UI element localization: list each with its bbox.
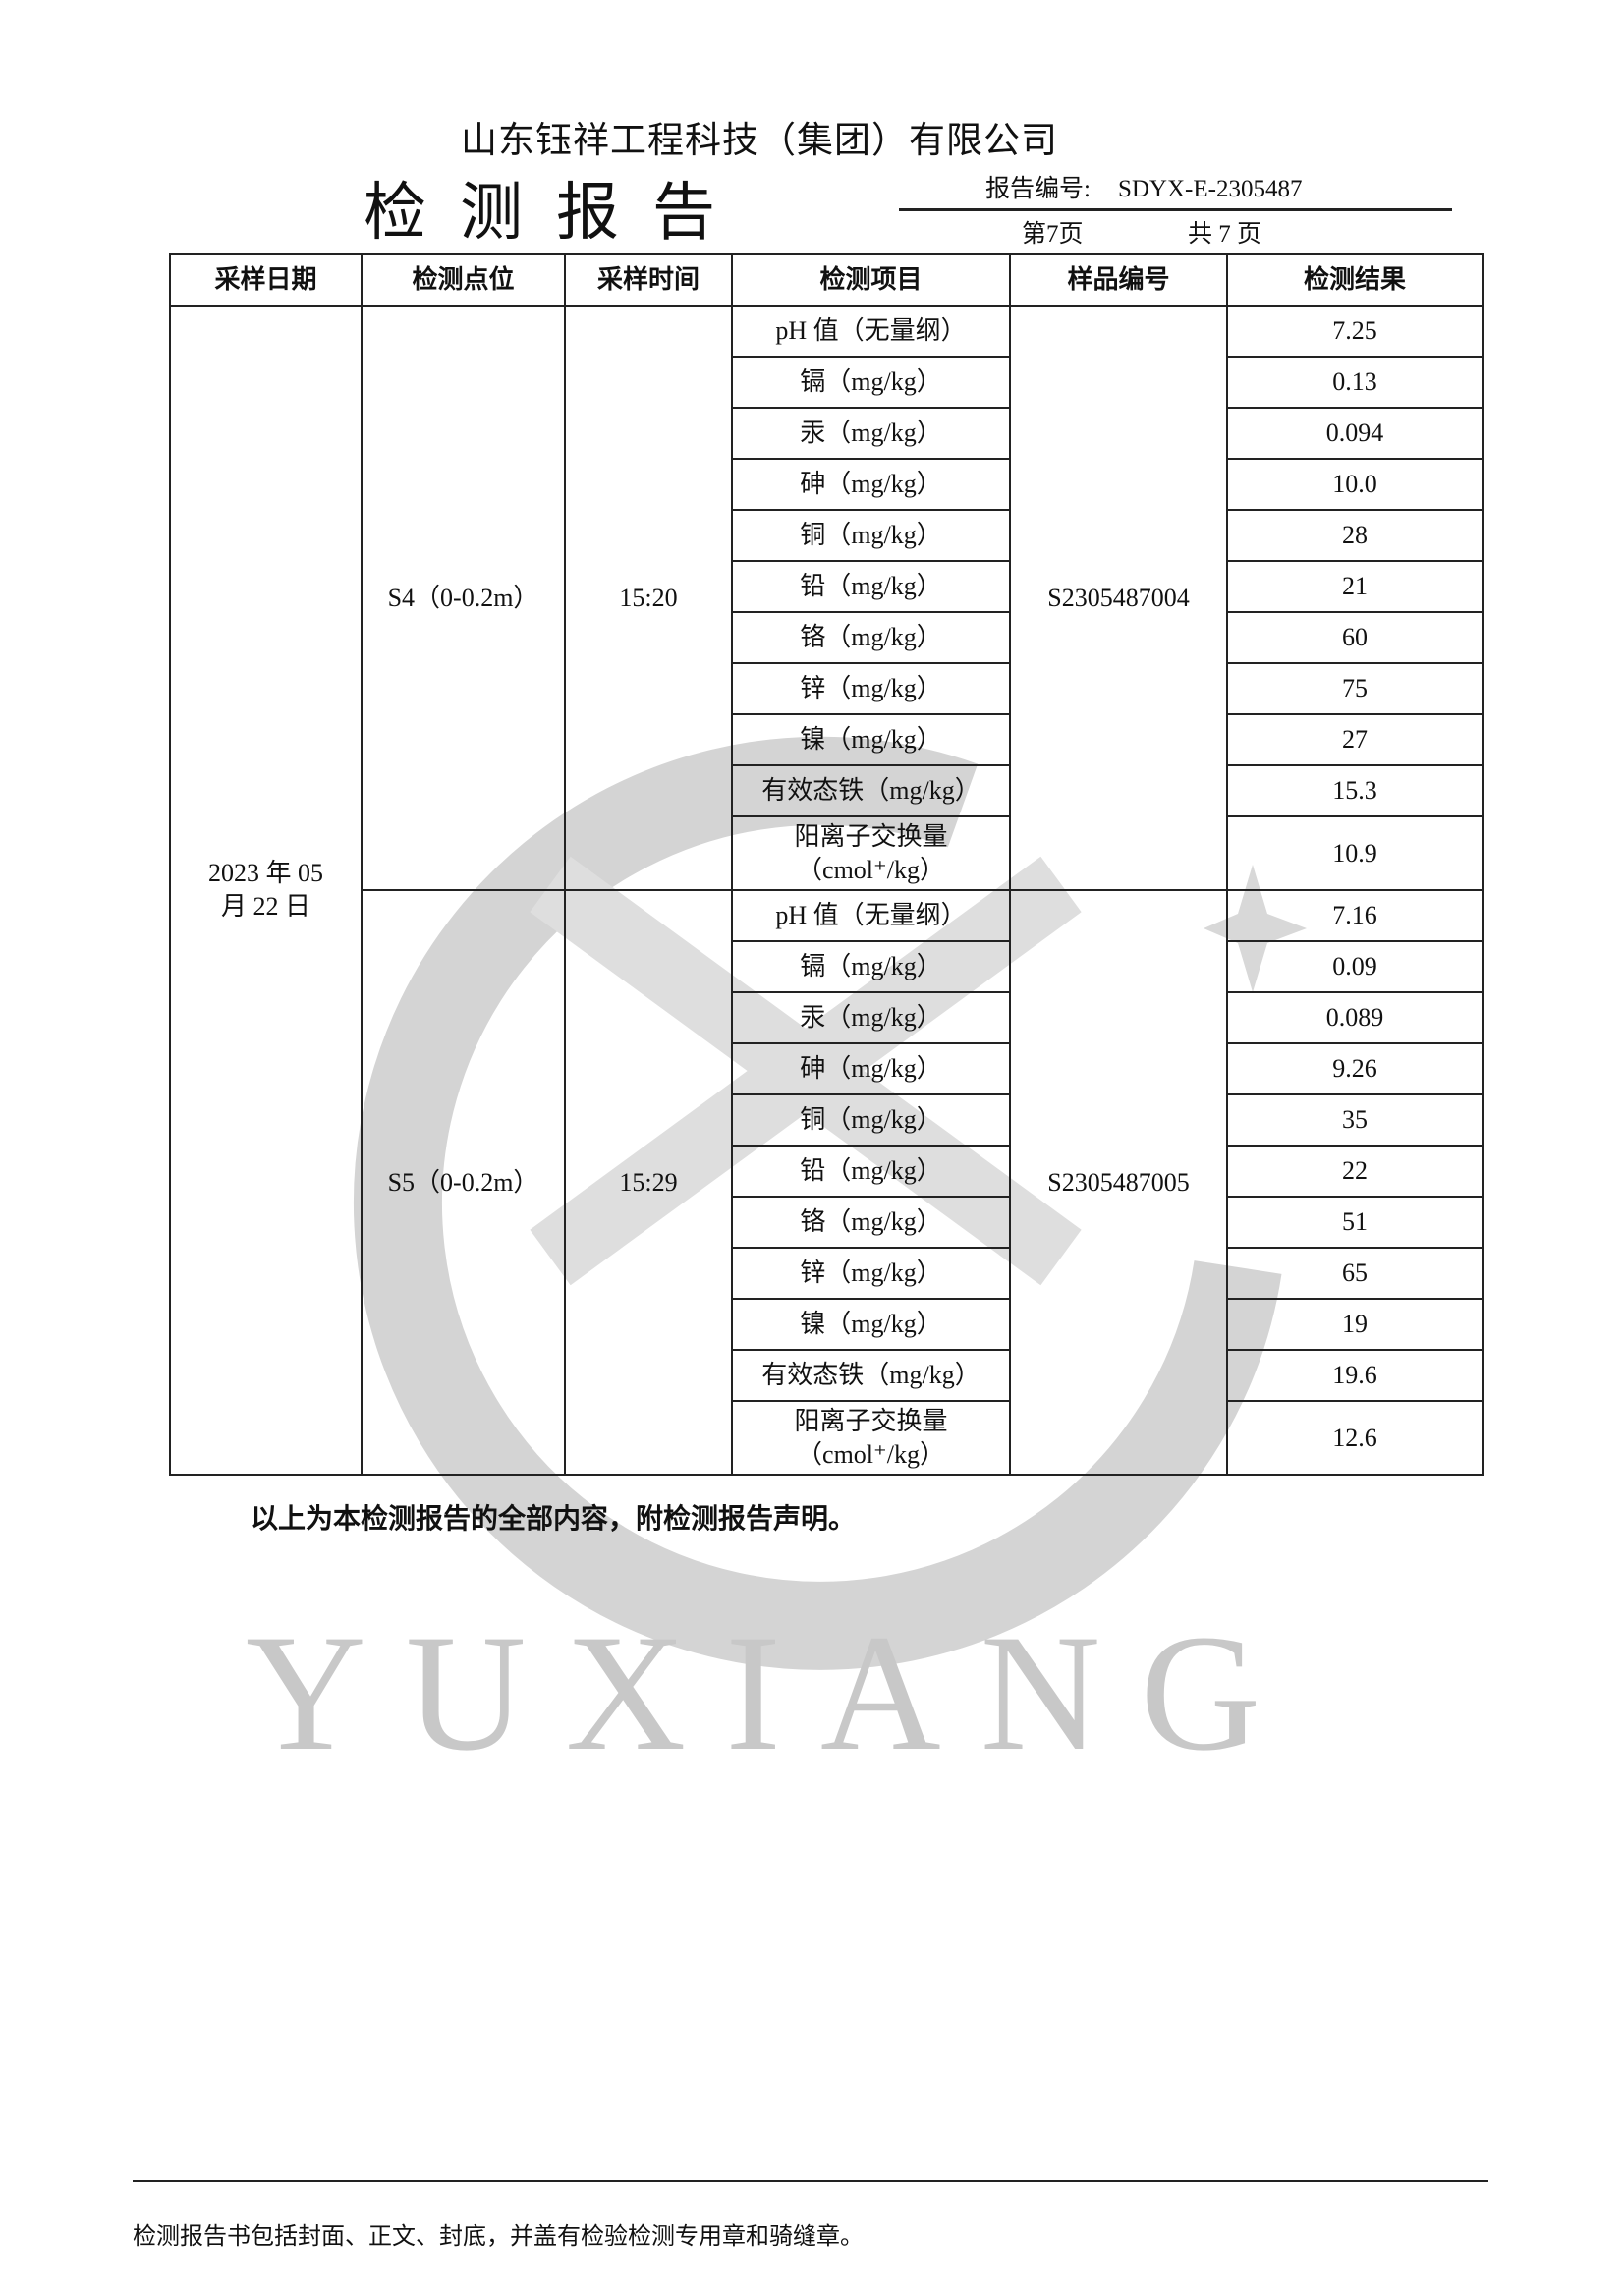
test-result-cell: 19 — [1226, 1298, 1484, 1351]
test-result-cell: 10.9 — [1226, 815, 1484, 891]
results-table: 采样日期 检测点位 采样时间 检测项目 样品编号 检测结果 2023 年 05 月 22 … — [169, 253, 1484, 1476]
sampling-point-cell: S5（0-0.2m） — [361, 889, 566, 1476]
sampling-point-cell: S4（0-0.2m） — [361, 305, 566, 891]
test-item-cell: 镉（mg/kg） — [731, 356, 1011, 409]
column-header: 样品编号 — [1009, 253, 1228, 307]
footer-rule — [133, 2180, 1488, 2182]
closing-statement: 以上为本检测报告的全部内容，附检测报告声明。 — [251, 1504, 857, 1535]
test-result-cell: 22 — [1226, 1145, 1484, 1198]
test-item-cell: 铜（mg/kg） — [731, 509, 1011, 562]
test-result-cell: 51 — [1226, 1196, 1484, 1249]
test-result-cell: 28 — [1226, 509, 1484, 562]
test-item-cell: 阳离子交换量（cmol⁺/kg） — [731, 815, 1011, 891]
test-result-cell: 10.0 — [1226, 458, 1484, 511]
test-result-cell: 0.13 — [1226, 356, 1484, 409]
test-result-cell: 60 — [1226, 611, 1484, 664]
test-result-cell: 9.26 — [1226, 1042, 1484, 1095]
table-row: 镉（mg/kg） 0.13 — [170, 356, 1484, 409]
test-result-cell: 0.089 — [1226, 991, 1484, 1044]
table-row: S5（0-0.2m） 15:29 pH 值（无量纲） S2305487005 7.16 — [170, 889, 1484, 1476]
table-row: 铅（mg/kg） 21 — [170, 560, 1484, 613]
test-result-cell: 15.3 — [1226, 764, 1484, 817]
test-result-cell: 19.6 — [1226, 1349, 1484, 1402]
column-header: 检测结果 — [1226, 253, 1484, 307]
test-result-cell: 27 — [1226, 713, 1484, 766]
test-item-cell: 砷（mg/kg） — [731, 1042, 1011, 1095]
sample-number-cell: S2305487004 — [1009, 305, 1228, 891]
header-rule — [899, 208, 1452, 211]
test-item-cell: 砷（mg/kg） — [731, 458, 1011, 511]
sampling-time-cell: 15:29 — [564, 889, 733, 1476]
test-result-cell: 12.6 — [1226, 1400, 1484, 1476]
table-row: 铬（mg/kg） 60 — [170, 611, 1484, 664]
page-total: 共 7 页 — [1188, 221, 1262, 248]
test-item-cell: 有效态铁（mg/kg） — [731, 764, 1011, 817]
sampling-date-cell: 2023 年 05 月 22 日 — [169, 305, 363, 1476]
sample-number-cell: S2305487005 — [1009, 889, 1228, 1476]
test-result-cell: 0.09 — [1226, 940, 1484, 993]
test-result-cell: 0.094 — [1226, 407, 1484, 460]
table-row: 汞（mg/kg） 0.094 — [170, 407, 1484, 460]
test-item-cell: 铬（mg/kg） — [731, 611, 1011, 664]
test-result-cell: 75 — [1226, 662, 1484, 715]
sampling-time-cell: 15:20 — [564, 305, 733, 891]
report-number: 报告编号: SDYX-E-2305487 — [985, 169, 1302, 204]
column-header: 检测点位 — [361, 253, 566, 307]
test-result-cell: 7.25 — [1226, 305, 1484, 358]
test-item-cell: pH 值（无量纲） — [731, 305, 1011, 358]
test-item-cell: 镉（mg/kg） — [731, 940, 1011, 993]
test-item-cell: 阳离子交换量（cmol⁺/kg） — [731, 1400, 1011, 1476]
table-row: 2023 年 05 月 22 日 S4（0-0.2m） 15:20 pH 值（无量纲）… — [169, 305, 1484, 1476]
report-number-value: SDYX-E-2305487 — [1117, 176, 1303, 202]
table-row: 砷（mg/kg） 10.0 — [170, 458, 1484, 511]
column-header: 采样日期 — [169, 253, 363, 307]
test-item-cell: 汞（mg/kg） — [731, 407, 1011, 460]
table-header-row: 采样日期 检测点位 采样时间 检测项目 样品编号 检测结果 — [169, 253, 1484, 307]
column-header: 采样时间 — [564, 253, 733, 307]
company-name: 山东钰祥工程科技（集团）有限公司 — [461, 121, 1058, 161]
watermark-text: YUXIANG — [246, 1600, 1300, 1785]
footer-note: 检测报告书包括封面、正文、封底，并盖有检验检测专用章和骑缝章。 — [133, 2224, 864, 2250]
test-item-cell: pH 值（无量纲） — [731, 889, 1011, 942]
test-item-cell: 锌（mg/kg） — [731, 1247, 1011, 1300]
report-number-label: 报告编号: — [985, 176, 1091, 202]
page-number: 第7页 — [1022, 221, 1084, 248]
column-header: 检测项目 — [731, 253, 1011, 307]
test-result-cell: 21 — [1226, 560, 1484, 613]
test-item-cell: 铬（mg/kg） — [731, 1196, 1011, 1249]
test-result-cell: 7.16 — [1226, 889, 1484, 942]
test-item-cell: 锌（mg/kg） — [731, 662, 1011, 715]
test-item-cell: 镍（mg/kg） — [731, 713, 1011, 766]
table-row: 铜（mg/kg） 28 — [170, 509, 1484, 562]
test-item-cell: 镍（mg/kg） — [731, 1298, 1011, 1351]
document-title: 检测报告 — [364, 178, 749, 248]
test-item-cell: 铜（mg/kg） — [731, 1093, 1011, 1147]
test-item-cell: 铅（mg/kg） — [731, 560, 1011, 613]
test-item-cell: 铅（mg/kg） — [731, 1145, 1011, 1198]
test-result-cell: 65 — [1226, 1247, 1484, 1300]
test-item-cell: 有效态铁（mg/kg） — [731, 1349, 1011, 1402]
test-item-cell: 汞（mg/kg） — [731, 991, 1011, 1044]
table-row: 锌（mg/kg） 75 — [170, 662, 1484, 715]
test-result-cell: 35 — [1226, 1093, 1484, 1147]
